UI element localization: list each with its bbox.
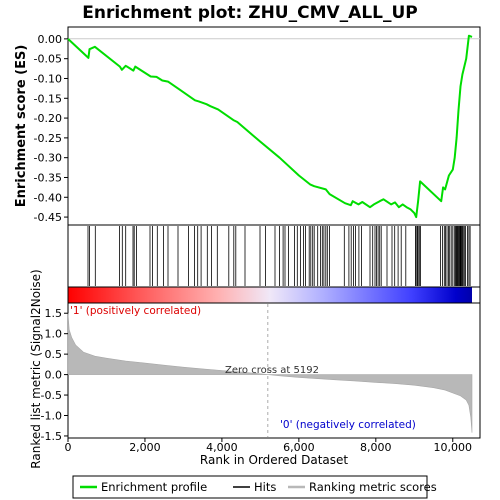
enrichment-profile-line: [67, 34, 473, 219]
chart-title: Enrichment plot: ZHU_CMV_ALL_UP: [82, 3, 418, 23]
es-axis-label: Enrichment score (ES): [14, 45, 29, 208]
es-tick-label: -0.25: [34, 132, 62, 145]
ranking-metric-area: [67, 313, 473, 433]
es-tick-label: -0.30: [34, 152, 62, 165]
correlation-color-bar: [68, 287, 472, 303]
es-tick-label: -0.10: [34, 72, 62, 85]
metric-tick-label: 0.5: [45, 348, 63, 361]
x-tick-label: 2,000: [129, 441, 161, 454]
legend-metric-label: Ranking metric scores: [309, 480, 437, 494]
es-tick-label: -0.05: [34, 53, 62, 66]
metric-axis-label: Ranked list metric (Signal2Noise): [29, 269, 43, 468]
zero-cross-label: Zero cross at 5192: [225, 365, 319, 376]
x-tick-label: 4,000: [206, 441, 238, 454]
x-tick-label: 8,000: [360, 441, 392, 454]
legend-hits-label: Hits: [254, 480, 276, 494]
es-tick-label: -0.20: [34, 112, 62, 125]
es-tick-label: -0.35: [34, 171, 62, 184]
x-axis-label: Rank in Ordered Dataset: [200, 453, 348, 467]
es-tick-label: -0.15: [34, 92, 62, 105]
x-axis: 0 2,000 4,000 6,000 8,000 10,000: [65, 438, 473, 454]
es-axis: 0.00 -0.05 -0.10 -0.15 -0.20 -0.25 -0.30 -0.35 -…: [34, 33, 68, 224]
legend-enrichment-label: Enrichment profile: [101, 480, 207, 494]
metric-tick-label: -1.0: [41, 410, 62, 423]
x-tick-label: 10,000: [434, 441, 473, 454]
metric-tick-label: 1.5: [45, 307, 63, 320]
negative-correlation-label: '0' (negatively correlated): [280, 419, 416, 431]
es-tick-label: -0.40: [34, 191, 62, 204]
metric-tick-label: -0.5: [41, 389, 62, 402]
es-tick-label: -0.45: [34, 211, 62, 224]
es-tick-label: 0.00: [38, 33, 63, 46]
hit-markers: [87, 226, 471, 286]
metric-axis: 1.5 1.0 0.5 0.0 -0.5 -1.0 -1.5: [41, 307, 68, 443]
x-tick-label: 0: [65, 441, 72, 454]
metric-tick-label: 0.0: [45, 369, 63, 382]
metric-tick-label: -1.5: [41, 430, 62, 443]
es-panel: [67, 26, 481, 226]
x-tick-label: 6,000: [283, 441, 315, 454]
metric-tick-label: 1.0: [45, 328, 63, 341]
positive-correlation-label: '1' (positively correlated): [70, 305, 201, 317]
